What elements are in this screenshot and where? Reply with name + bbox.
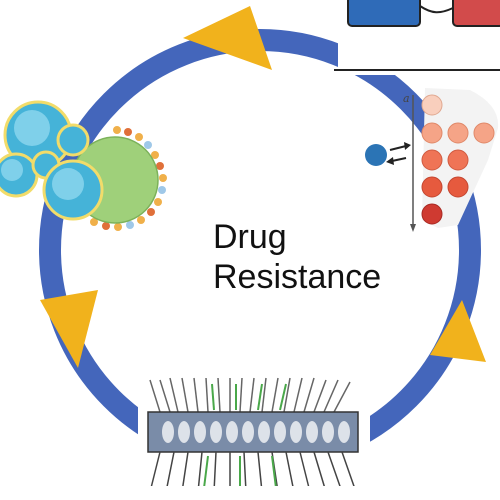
microfluidic-chip-icon <box>138 370 370 500</box>
cycle-arrow-top <box>183 6 272 70</box>
cell-with-vesicles-icon <box>0 100 167 231</box>
equilibrium-arrow-forward <box>389 145 407 151</box>
center-label-line2: Resistance <box>213 258 381 296</box>
ligand-dot <box>365 144 387 166</box>
axis-letter: a <box>403 92 410 105</box>
red-block <box>452 0 500 27</box>
binding-equilibrium-icon: a <box>365 88 499 232</box>
paired-blocks-icon <box>334 0 500 75</box>
cycle-arrow-right <box>430 300 486 362</box>
membrane-beads <box>90 126 167 231</box>
vesicle <box>56 123 90 157</box>
cycle-arrow-left <box>40 290 98 368</box>
equilibrium-arrow-back <box>391 157 407 162</box>
center-label-line1: Drug <box>213 218 287 256</box>
blue-block <box>347 0 421 27</box>
